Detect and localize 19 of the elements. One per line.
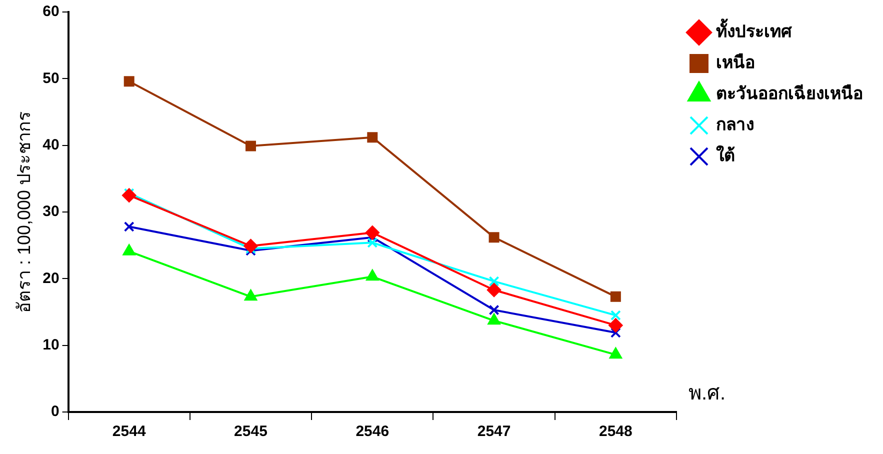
y-tick-label: 10: [42, 336, 60, 354]
y-tick-label: 20: [42, 270, 60, 287]
y-tick-label: 60: [42, 3, 60, 20]
x-tick-label: 2545: [234, 423, 268, 440]
y-axis-title: อัตรา : 100,000 ประชากร: [14, 110, 34, 314]
x-tick-label: 2544: [112, 423, 146, 440]
legend-label: เหนือ: [716, 52, 755, 72]
legend-label: กลาง: [716, 115, 754, 134]
x-tick-label: 2548: [598, 423, 632, 440]
legend-label: ทั้งประเทศ: [716, 18, 793, 42]
y-tick-label: 30: [42, 203, 60, 220]
y-tick-label: 50: [42, 70, 60, 87]
y-tick-label: 40: [42, 136, 60, 154]
legend-label: ตะวันออกเฉียงเหนือ: [716, 83, 863, 104]
x-tick-label: 2547: [477, 423, 511, 440]
legend-label: ใต้: [716, 145, 735, 166]
y-tick-label: 0: [50, 403, 60, 420]
x-tick-label: 2546: [356, 423, 390, 440]
x-axis-title: พ.ศ.: [688, 382, 726, 405]
